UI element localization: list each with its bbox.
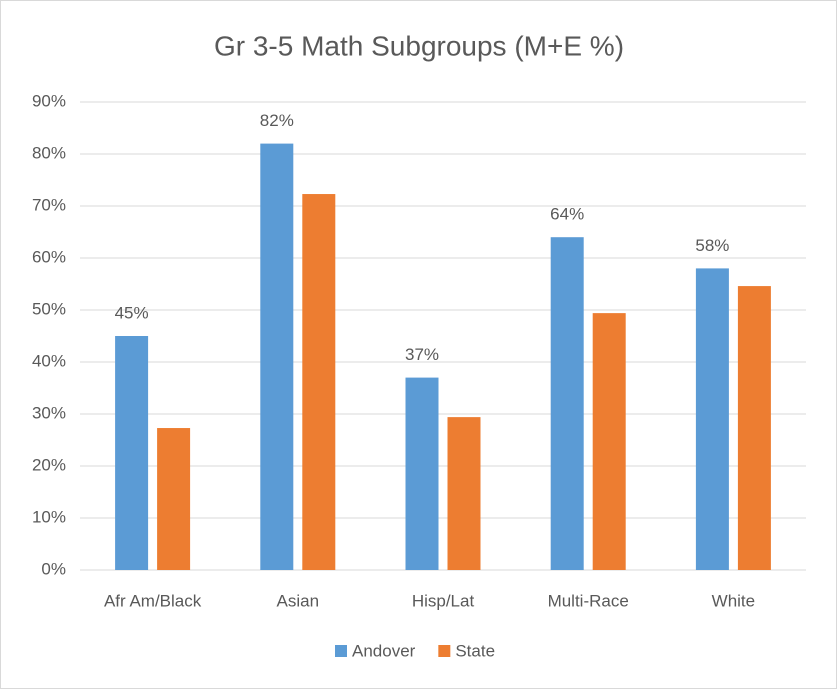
bar: [157, 428, 191, 570]
data-label: 64%: [550, 205, 584, 224]
y-tick-label: 30%: [32, 403, 66, 422]
data-label: 45%: [115, 303, 149, 322]
bar: [405, 377, 439, 570]
bar: [695, 268, 729, 570]
y-tick-label: 50%: [32, 299, 66, 318]
y-tick-label: 0%: [41, 559, 66, 578]
data-label: 58%: [695, 236, 729, 255]
x-tick-label: Asian: [277, 591, 320, 610]
y-tick-label: 90%: [32, 91, 66, 110]
x-tick-label: White: [712, 591, 755, 610]
bar: [737, 286, 771, 570]
data-label: 37%: [405, 345, 439, 364]
legend-label: Andover: [352, 641, 416, 660]
y-tick-label: 60%: [32, 247, 66, 266]
bar: [592, 313, 626, 570]
bar: [260, 143, 294, 570]
data-label: 82%: [260, 111, 294, 130]
bar: [302, 194, 336, 571]
y-tick-label: 70%: [32, 195, 66, 214]
y-tick-label: 80%: [32, 143, 66, 162]
legend-label: State: [455, 641, 495, 660]
bar: [447, 417, 481, 570]
bar: [115, 336, 149, 570]
y-tick-label: 20%: [32, 455, 66, 474]
y-tick-label: 40%: [32, 351, 66, 370]
legend-swatch: [438, 645, 451, 657]
chart-title: Gr 3-5 Math Subgroups (M+E %): [214, 30, 624, 61]
x-tick-label: Hisp/Lat: [412, 591, 475, 610]
y-tick-label: 10%: [32, 507, 66, 526]
bar: [550, 237, 584, 570]
x-tick-label: Multi-Race: [548, 591, 629, 610]
x-tick-label: Afr Am/Black: [104, 591, 202, 610]
legend-swatch: [335, 645, 347, 657]
